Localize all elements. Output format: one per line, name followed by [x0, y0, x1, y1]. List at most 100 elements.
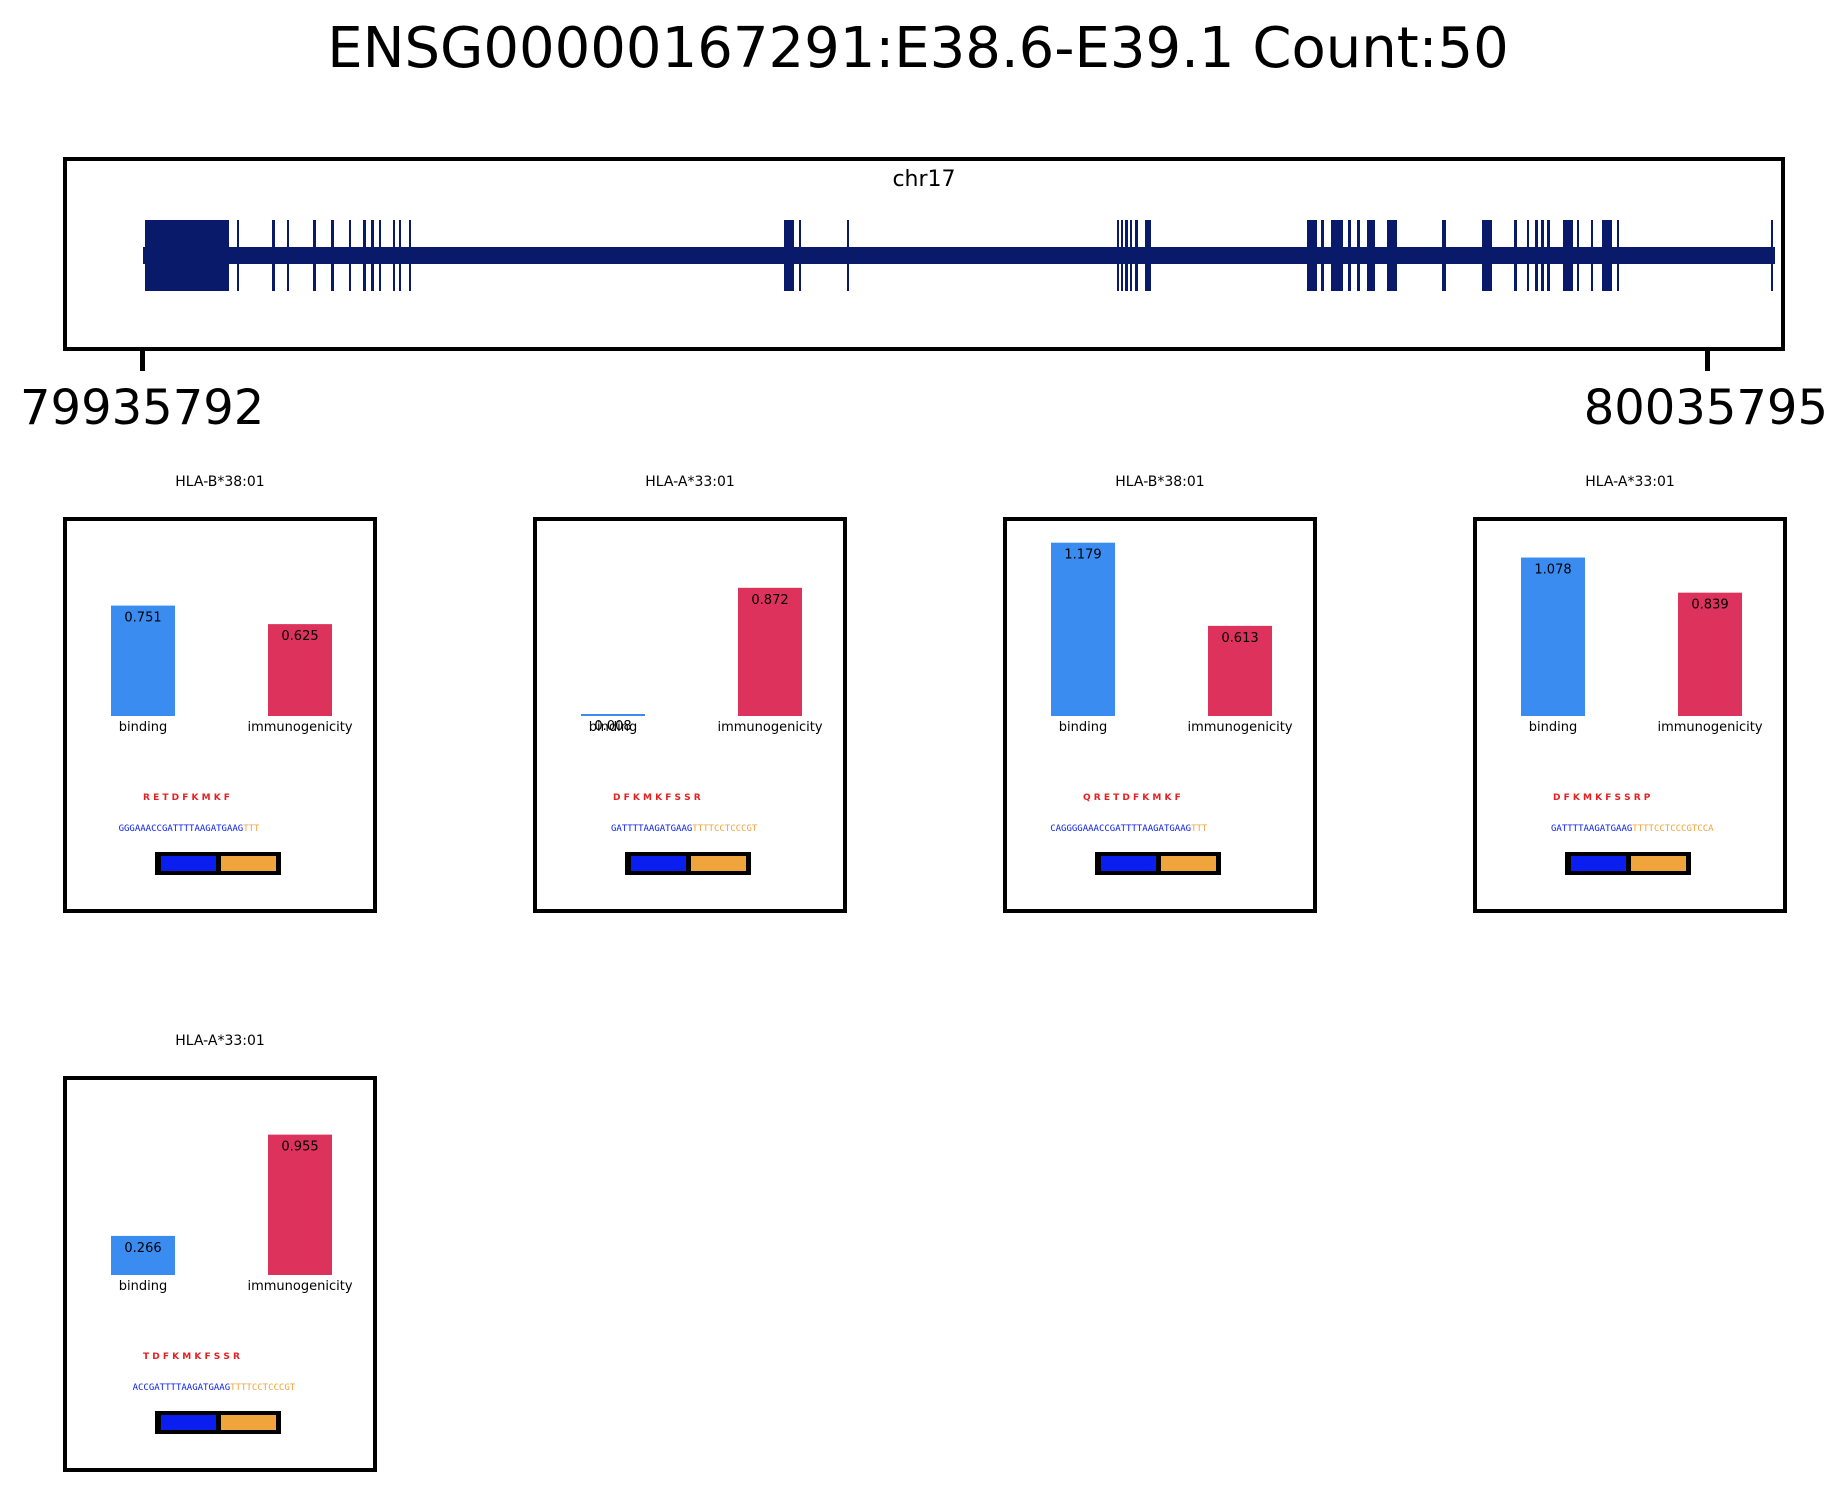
exon-block: [177, 220, 179, 291]
peptide-sequence: T D F K M K F S S R: [143, 1352, 240, 1362]
value-label: 0.872: [751, 593, 788, 608]
junction-bar-second: [1161, 856, 1216, 871]
exon-block: [784, 220, 794, 291]
immunogenicity-bar: [1208, 625, 1272, 716]
intron-backbone: [143, 247, 1775, 264]
junction-bar-second: [691, 856, 746, 871]
peptide-sequence: D F K M K F S S R: [613, 793, 701, 803]
exon-block: [1514, 220, 1517, 291]
category-label: binding: [1529, 720, 1577, 735]
binding-bar: [1521, 557, 1585, 716]
exon-block: [1535, 220, 1538, 291]
exon-block: [1348, 220, 1351, 291]
value-label: 1.179: [1064, 548, 1101, 563]
peptide-panel: 0.008 binding 0.872 immunogenicity D F K M K…: [533, 517, 847, 913]
immunogenicity-bar: [268, 1134, 332, 1275]
exon-block: [363, 220, 366, 291]
exon-block: [313, 220, 316, 291]
junction-bar-second: [1631, 856, 1686, 871]
dna-second-part: TTTTCCTCCCGT: [692, 824, 758, 834]
dna-sequence: GATTTTAAGATGAAGTTTTCCTCCCGT: [611, 824, 758, 834]
exon-block: [237, 220, 239, 291]
exon-block: [409, 220, 411, 291]
exon-block: [1541, 220, 1544, 291]
junction-bar-first: [161, 856, 216, 871]
exon-block: [331, 220, 334, 291]
category-label: binding: [589, 720, 637, 735]
peptide-panel: 1.179 binding 0.613 immunogenicity Q R E T D…: [1003, 517, 1317, 913]
exon-block: [1563, 220, 1573, 291]
exon-block: [1387, 220, 1397, 291]
exon-block: [799, 220, 801, 291]
value-label: 0.955: [281, 1140, 318, 1155]
exon-block: [393, 220, 395, 291]
exon-block: [1307, 220, 1317, 291]
dna-sequence: ACCGATTTTAAGATGAAGTTTTCCTCCCGT: [133, 1383, 296, 1393]
dna-first-part: CAGGGGAAACCGATTTTAAGATGAAG: [1050, 824, 1191, 834]
panel-chart-svg: 1.078 binding 0.839 immunogenicity D F K M K…: [1521, 557, 1763, 875]
junction-bar-first: [161, 1415, 216, 1430]
exon-block: [1591, 220, 1593, 291]
category-label: immunogenicity: [717, 720, 822, 735]
dna-sequence: CAGGGGAAACCGATTTTAAGATGAAGTTT: [1050, 824, 1208, 834]
panel-chart-svg: 1.179 binding 0.613 immunogenicity Q R E T D…: [1050, 542, 1293, 875]
dna-second-part: TTTTCCTCCCGT: [230, 1383, 296, 1393]
exon-block: [1117, 220, 1119, 291]
exon-block: [399, 220, 401, 291]
dna-sequence: GGGAAACCGATTTTAAGATGAAGTTT: [119, 824, 260, 834]
exon-block: [379, 220, 381, 291]
exon-block: [287, 220, 289, 291]
dna-first-part: GATTTTAAGATGAAG: [611, 824, 692, 834]
category-label: binding: [119, 1279, 167, 1294]
category-label: immunogenicity: [1187, 720, 1292, 735]
panel-title: HLA-A*33:01: [645, 474, 735, 490]
panel-title: HLA-A*33:01: [1585, 474, 1675, 490]
value-label: 0.266: [124, 1241, 161, 1256]
exon-block: [1331, 220, 1343, 291]
panel-chart-svg: 0.266 binding 0.955 immunogenicity T D F K M…: [111, 1134, 353, 1434]
exon-block: [1617, 220, 1619, 291]
panel-chart-svg: 0.751 binding 0.625 immunogenicity R E T D F…: [111, 605, 353, 875]
start-coordinate-tick: [140, 351, 145, 371]
exon-block: [1357, 220, 1360, 291]
junction-bar-first: [1571, 856, 1626, 871]
dna-first-part: ACCGATTTTAAGATGAAG: [133, 1383, 231, 1393]
dna-first-part: GATTTTAAGATGAAG: [1551, 824, 1632, 834]
peptide-sequence: Q R E T D F K M K F: [1083, 793, 1181, 803]
junction-bar-first: [631, 856, 686, 871]
peptide-panel: 0.751 binding 0.625 immunogenicity R E T D F…: [63, 517, 377, 913]
gene-track-svg: [143, 220, 1775, 291]
junction-bar-first: [1101, 856, 1156, 871]
start-coordinate-label: 79935792: [20, 380, 265, 436]
exon-block: [1547, 220, 1550, 291]
junction-bar-second: [221, 1415, 276, 1430]
exon-block: [847, 220, 849, 291]
dna-second-part: TTT: [1191, 824, 1208, 834]
exon-block: [1125, 220, 1128, 291]
dna-second-part: TTTTCCTCCCGTCCA: [1632, 824, 1714, 834]
exon-block: [1577, 220, 1579, 291]
value-label: 0.839: [1691, 598, 1728, 613]
end-coordinate-label: 80035795: [1583, 380, 1828, 436]
value-label: 0.008: [594, 719, 631, 734]
category-label: immunogenicity: [247, 1279, 352, 1294]
exon-block: [1602, 220, 1612, 291]
exon-block: [1771, 220, 1773, 291]
dna-sequence: GATTTTAAGATGAAGTTTTCCTCCCGTCCA: [1551, 824, 1714, 834]
junction-bar-second: [221, 856, 276, 871]
peptide-sequence: D F K M K F S S R P: [1553, 793, 1651, 803]
value-label: 0.613: [1221, 631, 1258, 646]
immunogenicity-bar: [1678, 592, 1742, 716]
exon-block: [179, 220, 229, 291]
immunogenicity-bar: [268, 624, 332, 716]
exon-block: [1121, 220, 1123, 291]
category-label: immunogenicity: [1657, 720, 1762, 735]
exon-block: [349, 220, 351, 291]
panel-title: HLA-B*38:01: [1115, 474, 1205, 490]
value-label: 0.751: [124, 611, 161, 626]
end-coordinate-tick: [1705, 351, 1710, 371]
exon-block: [1145, 220, 1151, 291]
exon-block: [1130, 220, 1132, 291]
binding-bar: [111, 1235, 175, 1275]
